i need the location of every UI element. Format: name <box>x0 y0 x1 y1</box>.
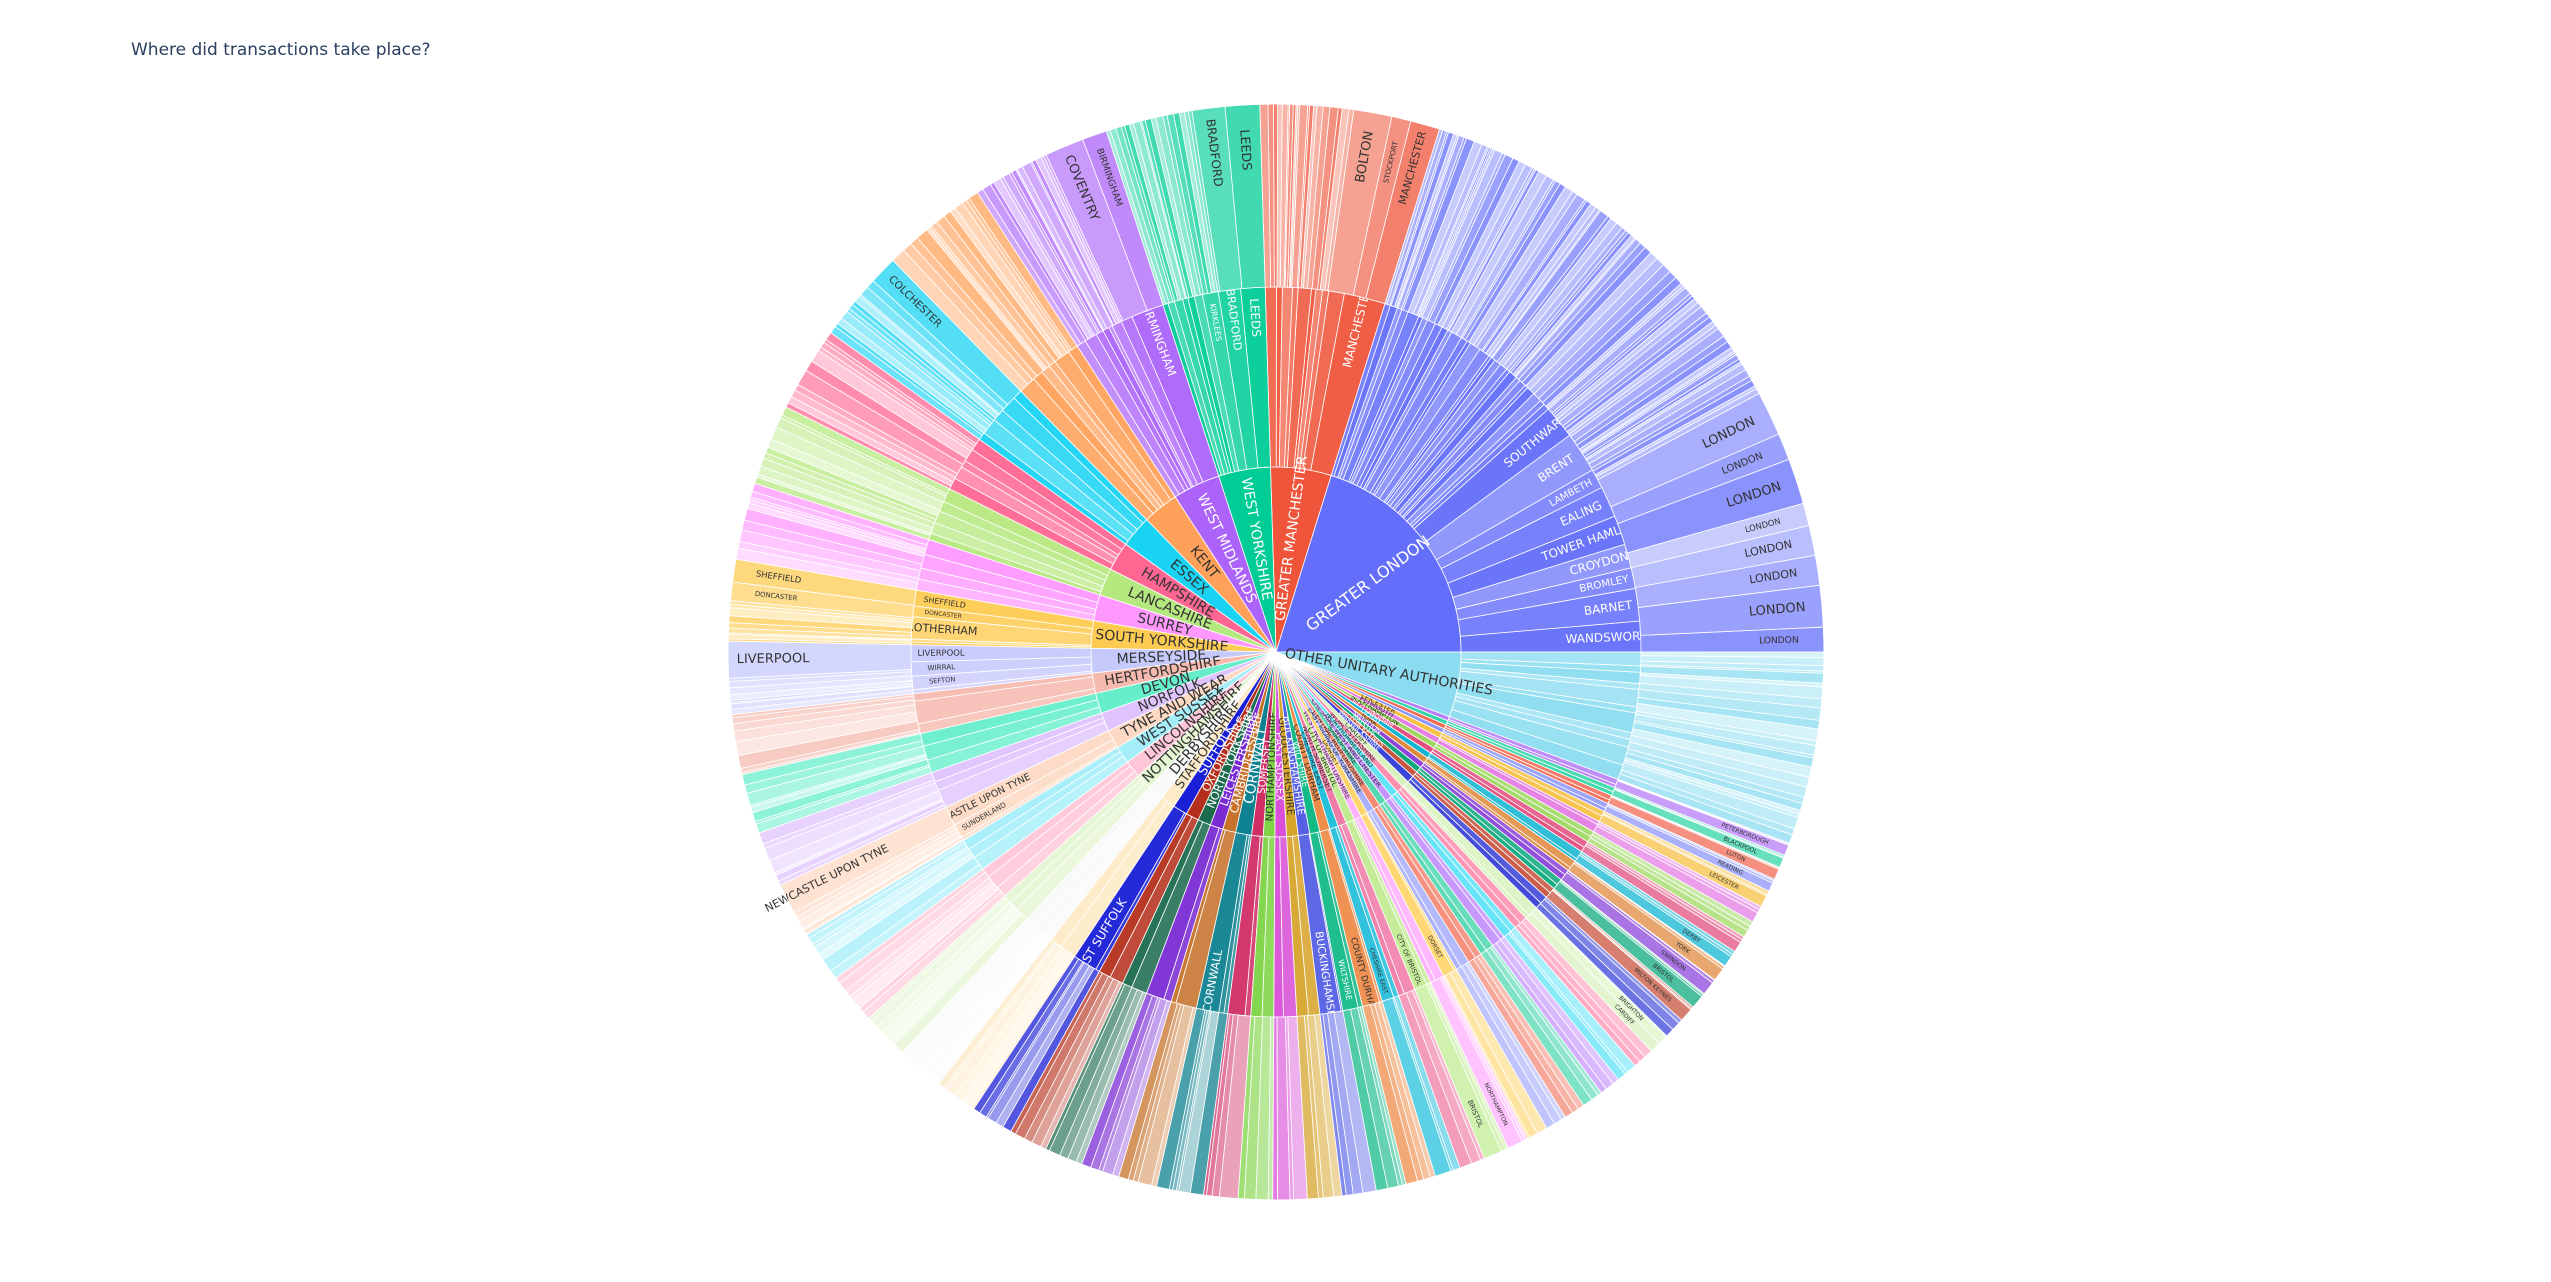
town-label: LIVERPOOL <box>737 651 811 667</box>
district-label: ROTHERHAM <box>906 620 978 638</box>
district-label: SEFTON <box>929 675 956 685</box>
district-label: DONCASTER <box>924 609 962 620</box>
chart-title: Where did transactions take place? <box>131 40 431 60</box>
sunburst-outline <box>727 103 1825 1201</box>
district-label: BARNET <box>1583 598 1634 618</box>
town-label: LEEDS <box>1236 129 1253 171</box>
district-label: WIRRAL <box>927 662 955 672</box>
district-label: WANDSWORTH <box>1565 628 1656 646</box>
town-label: LONDON <box>1759 636 1799 647</box>
town-label: LONDON <box>1748 600 1806 620</box>
district-label: LIVERPOOL <box>917 648 964 658</box>
district-label: LEEDS <box>1247 298 1263 338</box>
